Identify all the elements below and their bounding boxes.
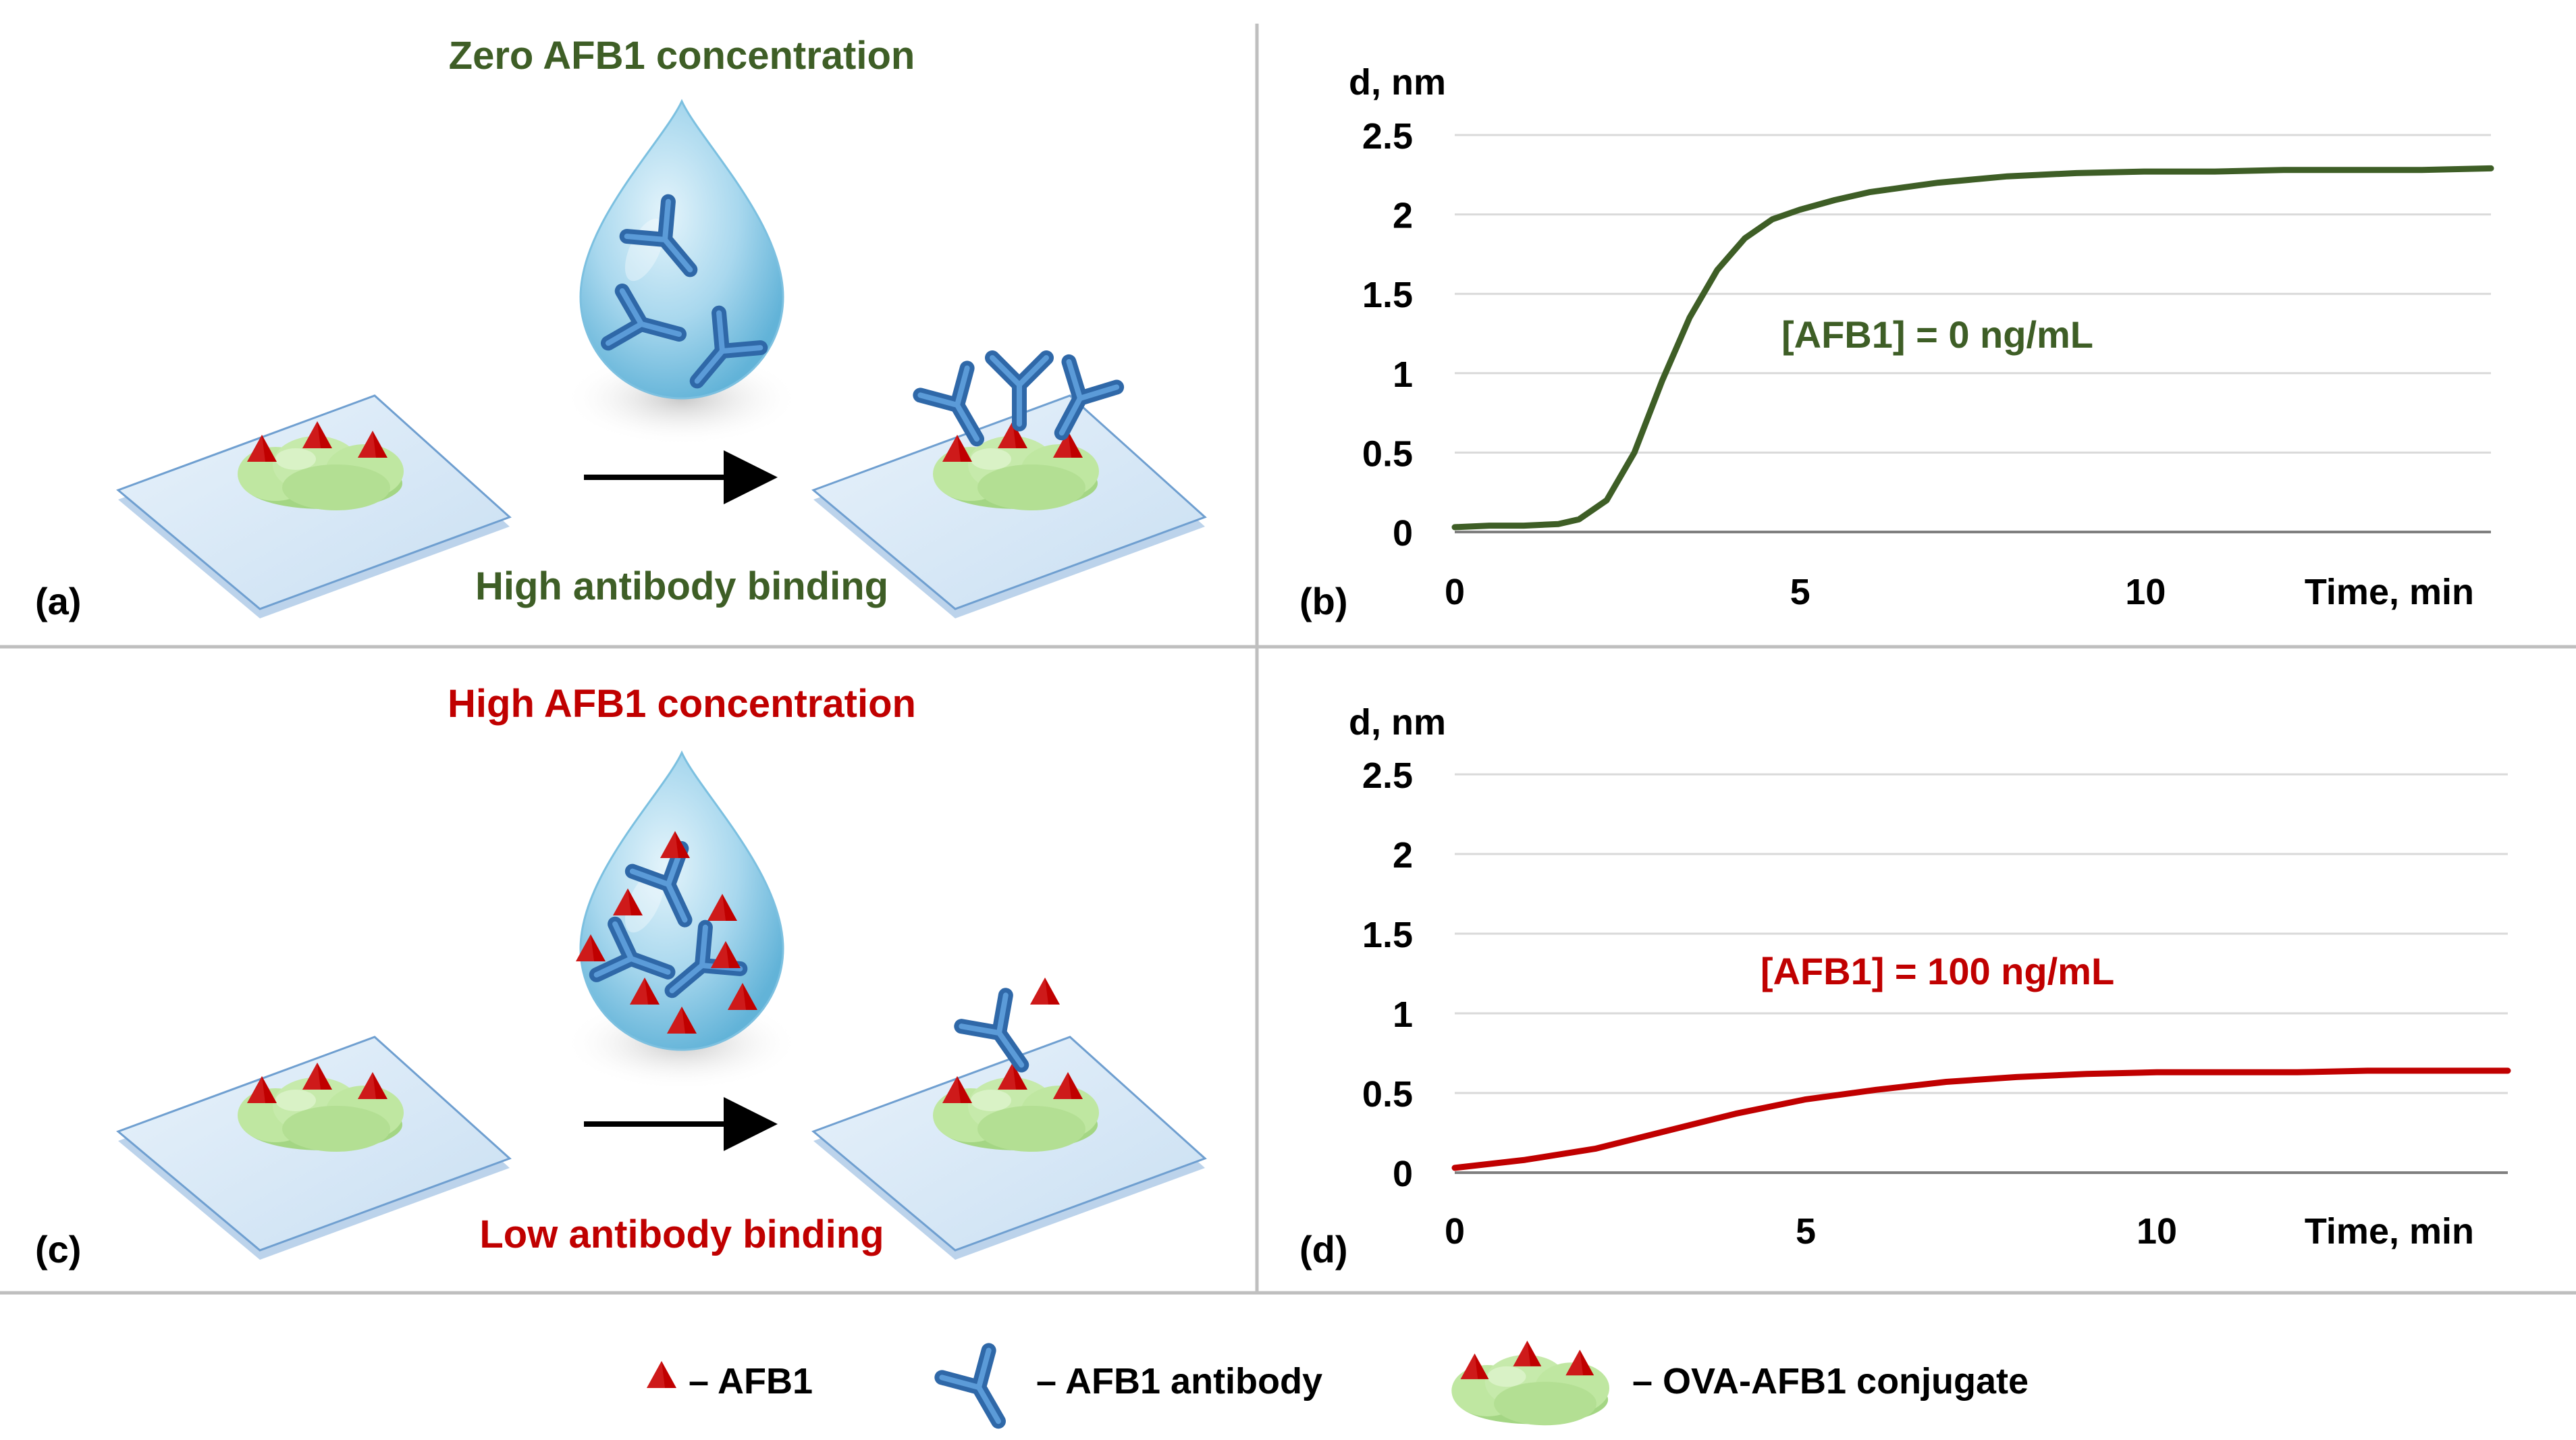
series-line (1451, 1067, 2511, 1171)
legend-conjugate-label: – OVA-AFB1 conjugate (1632, 1361, 2029, 1402)
x-axis-label: Time, min (2305, 1211, 2474, 1252)
legend-afb1-icon (647, 1361, 676, 1388)
series-annotation: [AFB1] = 0 ng/mL (1781, 313, 2093, 356)
legend: – AFB1 – AFB1 antibody – OVA-AFB1 conjug… (647, 1341, 2029, 1435)
chart-d: 0 0.5 1 1.5 2 2.5 0 5 10 d, nm Time, min [AFB1] = 1… (1299, 702, 2511, 1271)
x-tick-label: 10 (2125, 572, 2166, 612)
y-tick-label: 2.5 (1362, 755, 1413, 796)
series-annotation: [AFB1] = 100 ng/mL (1761, 950, 2114, 992)
panel-c-caption: Low antibody binding (479, 1212, 884, 1256)
legend-antibody-icon (942, 1350, 1021, 1435)
x-tick-label: 5 (1796, 1211, 1816, 1252)
panel-a: Zero AFB1 concentration High antibody bi… (35, 34, 1206, 622)
panel-a-title: Zero AFB1 concentration (449, 34, 915, 78)
series-line (1451, 165, 2494, 531)
y-tick-label: 1 (1393, 994, 1413, 1035)
panel-a-label: (a) (35, 580, 81, 622)
y-tick-label: 0 (1393, 513, 1413, 554)
x-tick-label: 5 (1790, 572, 1810, 612)
afb1-icon (1030, 978, 1060, 1005)
y-tick-label: 1.5 (1362, 275, 1413, 315)
panel-c: High AFB1 concentration Low antibody bin… (35, 682, 1206, 1271)
panel-label: (d) (1299, 1228, 1348, 1271)
legend-conjugate-icon (1451, 1341, 1609, 1425)
chart-b: 0 0.5 1 1.5 2 2.5 0 5 10 d, nm Time, min [AFB1] = 0… (1299, 62, 2494, 622)
y-tick-label: 2 (1393, 835, 1413, 876)
y-axis-label: d, nm (1349, 702, 1446, 743)
legend-antibody-label: – AFB1 antibody (1036, 1361, 1322, 1402)
panel-c-label: (c) (35, 1228, 81, 1271)
x-tick-label: 0 (1445, 572, 1465, 612)
y-tick-label: 0.5 (1362, 1074, 1413, 1115)
panel-c-title: High AFB1 concentration (448, 682, 916, 726)
y-tick-label: 0 (1393, 1154, 1413, 1194)
x-tick-label: 10 (2137, 1211, 2177, 1252)
panel-label: (b) (1299, 580, 1348, 622)
y-axis-label: d, nm (1349, 62, 1446, 103)
panel-a-caption: High antibody binding (475, 564, 888, 608)
y-tick-label: 2 (1393, 196, 1413, 236)
y-tick-label: 0.5 (1362, 433, 1413, 474)
y-tick-label: 1.5 (1362, 915, 1413, 955)
legend-afb1-label: – AFB1 (689, 1361, 813, 1402)
x-axis-label: Time, min (2305, 572, 2474, 612)
y-tick-label: 1 (1393, 354, 1413, 395)
x-tick-label: 0 (1445, 1211, 1465, 1252)
y-tick-label: 2.5 (1362, 116, 1413, 157)
